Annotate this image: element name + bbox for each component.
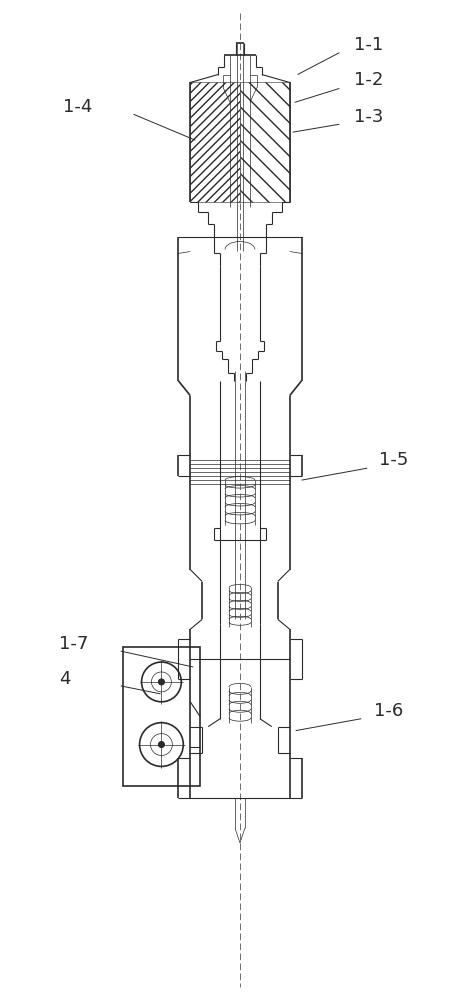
Circle shape: [158, 742, 164, 748]
Bar: [123, 647, 200, 786]
Text: 1-1: 1-1: [354, 36, 384, 54]
Text: 1-5: 1-5: [379, 451, 408, 469]
Text: 1-3: 1-3: [354, 108, 384, 126]
Text: 4: 4: [59, 670, 70, 688]
Text: 1-2: 1-2: [354, 71, 384, 89]
Text: 1-4: 1-4: [63, 98, 93, 116]
Bar: [190, 82, 240, 202]
Text: 1-7: 1-7: [59, 635, 88, 653]
Bar: [240, 82, 290, 202]
Circle shape: [158, 679, 164, 685]
Text: 1-6: 1-6: [374, 702, 403, 720]
